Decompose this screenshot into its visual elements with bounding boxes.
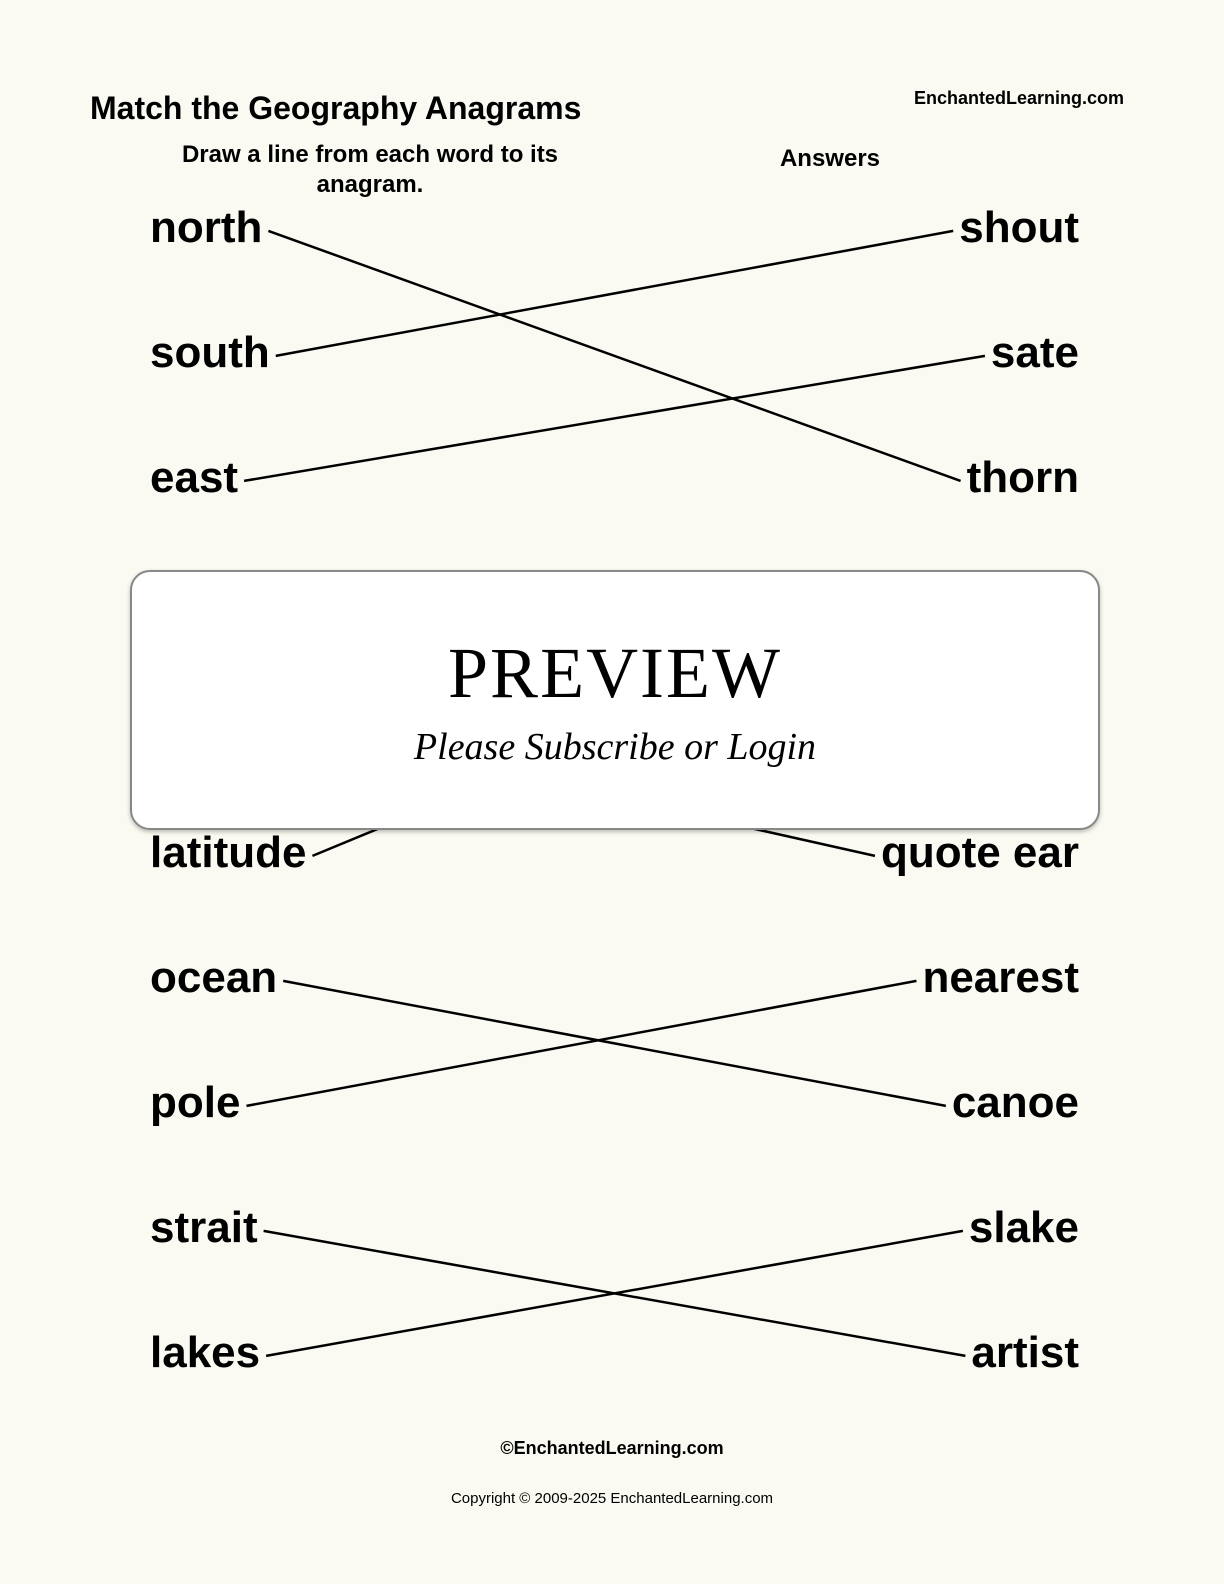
right-word: thorn [967,453,1079,503]
left-word: lakes [150,1328,260,1378]
answers-label: Answers [700,145,960,173]
right-word: shout [959,203,1079,253]
header-brand: EnchantedLearning.com [914,88,1124,109]
left-word: ocean [150,953,277,1003]
right-word: artist [971,1328,1079,1378]
right-word: slake [969,1203,1079,1253]
left-word: pole [150,1078,240,1128]
footer-brand: ©EnchantedLearning.com [0,1438,1224,1459]
footer-copyright: Copyright © 2009-2025 EnchantedLearning.… [0,1490,1224,1507]
left-word: south [150,328,270,378]
left-word: latitude [150,828,306,878]
left-word: north [150,203,262,253]
preview-overlay: PREVIEW Please Subscribe or Login [130,570,1100,830]
left-word: strait [150,1203,258,1253]
right-word: quote ear [881,828,1079,878]
left-word: east [150,453,238,503]
right-word: canoe [952,1078,1079,1128]
preview-title: PREVIEW [448,632,782,715]
page-title: Match the Geography Anagrams [90,90,581,127]
preview-subtitle: Please Subscribe or Login [414,725,816,769]
right-word: nearest [922,953,1079,1003]
right-word: sate [991,328,1079,378]
instructions-text: Draw a line from each word to its anagra… [140,140,600,200]
